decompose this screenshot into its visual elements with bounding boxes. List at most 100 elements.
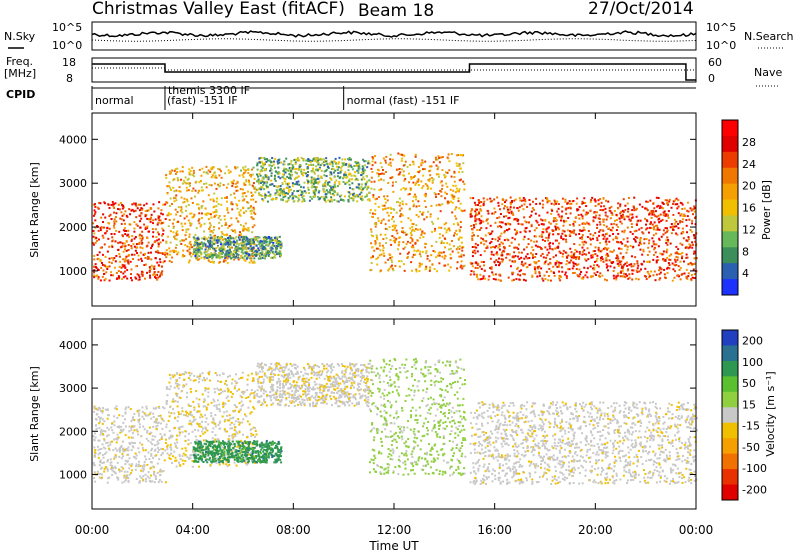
echo-cell: [156, 471, 159, 474]
echo-cell: [318, 166, 321, 169]
echo-cell: [165, 241, 168, 244]
echo-cell: [514, 255, 517, 258]
echo-cell: [203, 257, 206, 260]
echo-cell: [590, 254, 593, 257]
echo-cell: [338, 156, 341, 159]
echo-cell: [355, 160, 358, 163]
echo-cell: [105, 265, 108, 268]
echo-cell: [147, 414, 150, 417]
echo-cell: [103, 279, 106, 282]
echo-cell: [664, 214, 667, 217]
echo-cell: [475, 246, 478, 249]
echo-cell: [556, 210, 559, 213]
echo-cell: [460, 264, 463, 267]
echo-cell: [181, 182, 184, 185]
echo-cell: [474, 252, 477, 255]
echo-cell: [595, 211, 598, 214]
echo-cell: [203, 230, 206, 233]
echo-cell: [303, 190, 306, 193]
echo-cell: [560, 236, 563, 239]
echo-cell: [269, 193, 272, 196]
echo-cell: [568, 223, 571, 226]
echo-cell: [207, 423, 210, 426]
echo-cell: [260, 160, 263, 163]
echo-cell: [389, 238, 392, 241]
echo-cell: [286, 175, 289, 178]
echo-cell: [244, 171, 247, 174]
echo-cell: [249, 239, 252, 242]
echo-cell: [523, 203, 526, 206]
echo-cell: [147, 451, 150, 454]
echo-cell: [174, 208, 177, 211]
echo-cell: [439, 189, 442, 192]
echo-cell: [409, 241, 412, 244]
echo-cell: [513, 199, 516, 202]
echo-cell: [565, 275, 568, 278]
echo-cell: [146, 225, 149, 228]
echo-cell: [492, 277, 495, 280]
echo-cell: [130, 279, 133, 282]
echo-cell: [246, 239, 249, 242]
echo-cell: [130, 273, 133, 276]
echo-cell: [103, 202, 106, 205]
echo-cell: [376, 238, 379, 241]
echo-cell: [348, 178, 351, 181]
echo-cell: [497, 239, 500, 242]
echo-cell: [169, 230, 172, 233]
echo-cell: [113, 415, 116, 418]
echo-cell: [648, 250, 651, 253]
echo-cell: [379, 233, 382, 236]
echo-cell: [372, 157, 375, 160]
echo-cell: [411, 222, 414, 225]
echo-cell: [265, 248, 268, 251]
echo-cell: [407, 193, 410, 196]
echo-cell: [121, 415, 124, 418]
echo-cell: [197, 219, 200, 222]
echo-cell: [636, 267, 639, 270]
echo-cell: [218, 251, 221, 254]
echo-cell: [157, 238, 160, 241]
echo-cell: [360, 171, 363, 174]
echo-cell: [631, 226, 634, 229]
echo-cell: [223, 215, 226, 218]
echo-cell: [463, 183, 466, 186]
echo-cell: [417, 171, 420, 174]
echo-cell: [415, 250, 418, 253]
echo-cell: [534, 255, 537, 258]
echo-cell: [410, 176, 413, 179]
echo-cell: [525, 221, 528, 224]
echo-cell: [668, 258, 671, 261]
echo-cell: [655, 243, 658, 246]
echo-cell: [427, 210, 430, 213]
echo-cell: [436, 158, 439, 161]
echo-cell: [473, 201, 476, 204]
echo-cell: [274, 176, 277, 179]
echo-cell: [396, 248, 399, 251]
echo-cell: [339, 199, 342, 202]
echo-cell: [336, 193, 339, 196]
echo-cell: [148, 432, 151, 435]
echo-cell: [561, 210, 564, 213]
echo-cell: [311, 159, 314, 162]
echo-cell: [229, 236, 232, 239]
echo-cell: [357, 186, 360, 189]
echo-cell: [162, 470, 165, 473]
echo-cell: [520, 223, 523, 226]
echo-cell: [97, 225, 100, 228]
echo-cell: [567, 217, 570, 220]
echo-cell: [663, 259, 666, 262]
echo-cell: [524, 279, 527, 282]
echo-cell: [495, 251, 498, 254]
echo-cell: [184, 209, 187, 212]
echo-cell: [251, 249, 254, 252]
echo-cell: [160, 265, 163, 268]
echo-cell: [334, 169, 337, 172]
echo-cell: [674, 199, 677, 202]
echo-cell: [476, 244, 479, 247]
echo-cell: [371, 160, 374, 163]
echo-cell: [459, 220, 462, 223]
echo-cell: [606, 232, 609, 235]
echo-cell: [676, 203, 679, 206]
echo-cell: [317, 198, 320, 201]
echo-cell: [103, 467, 106, 470]
